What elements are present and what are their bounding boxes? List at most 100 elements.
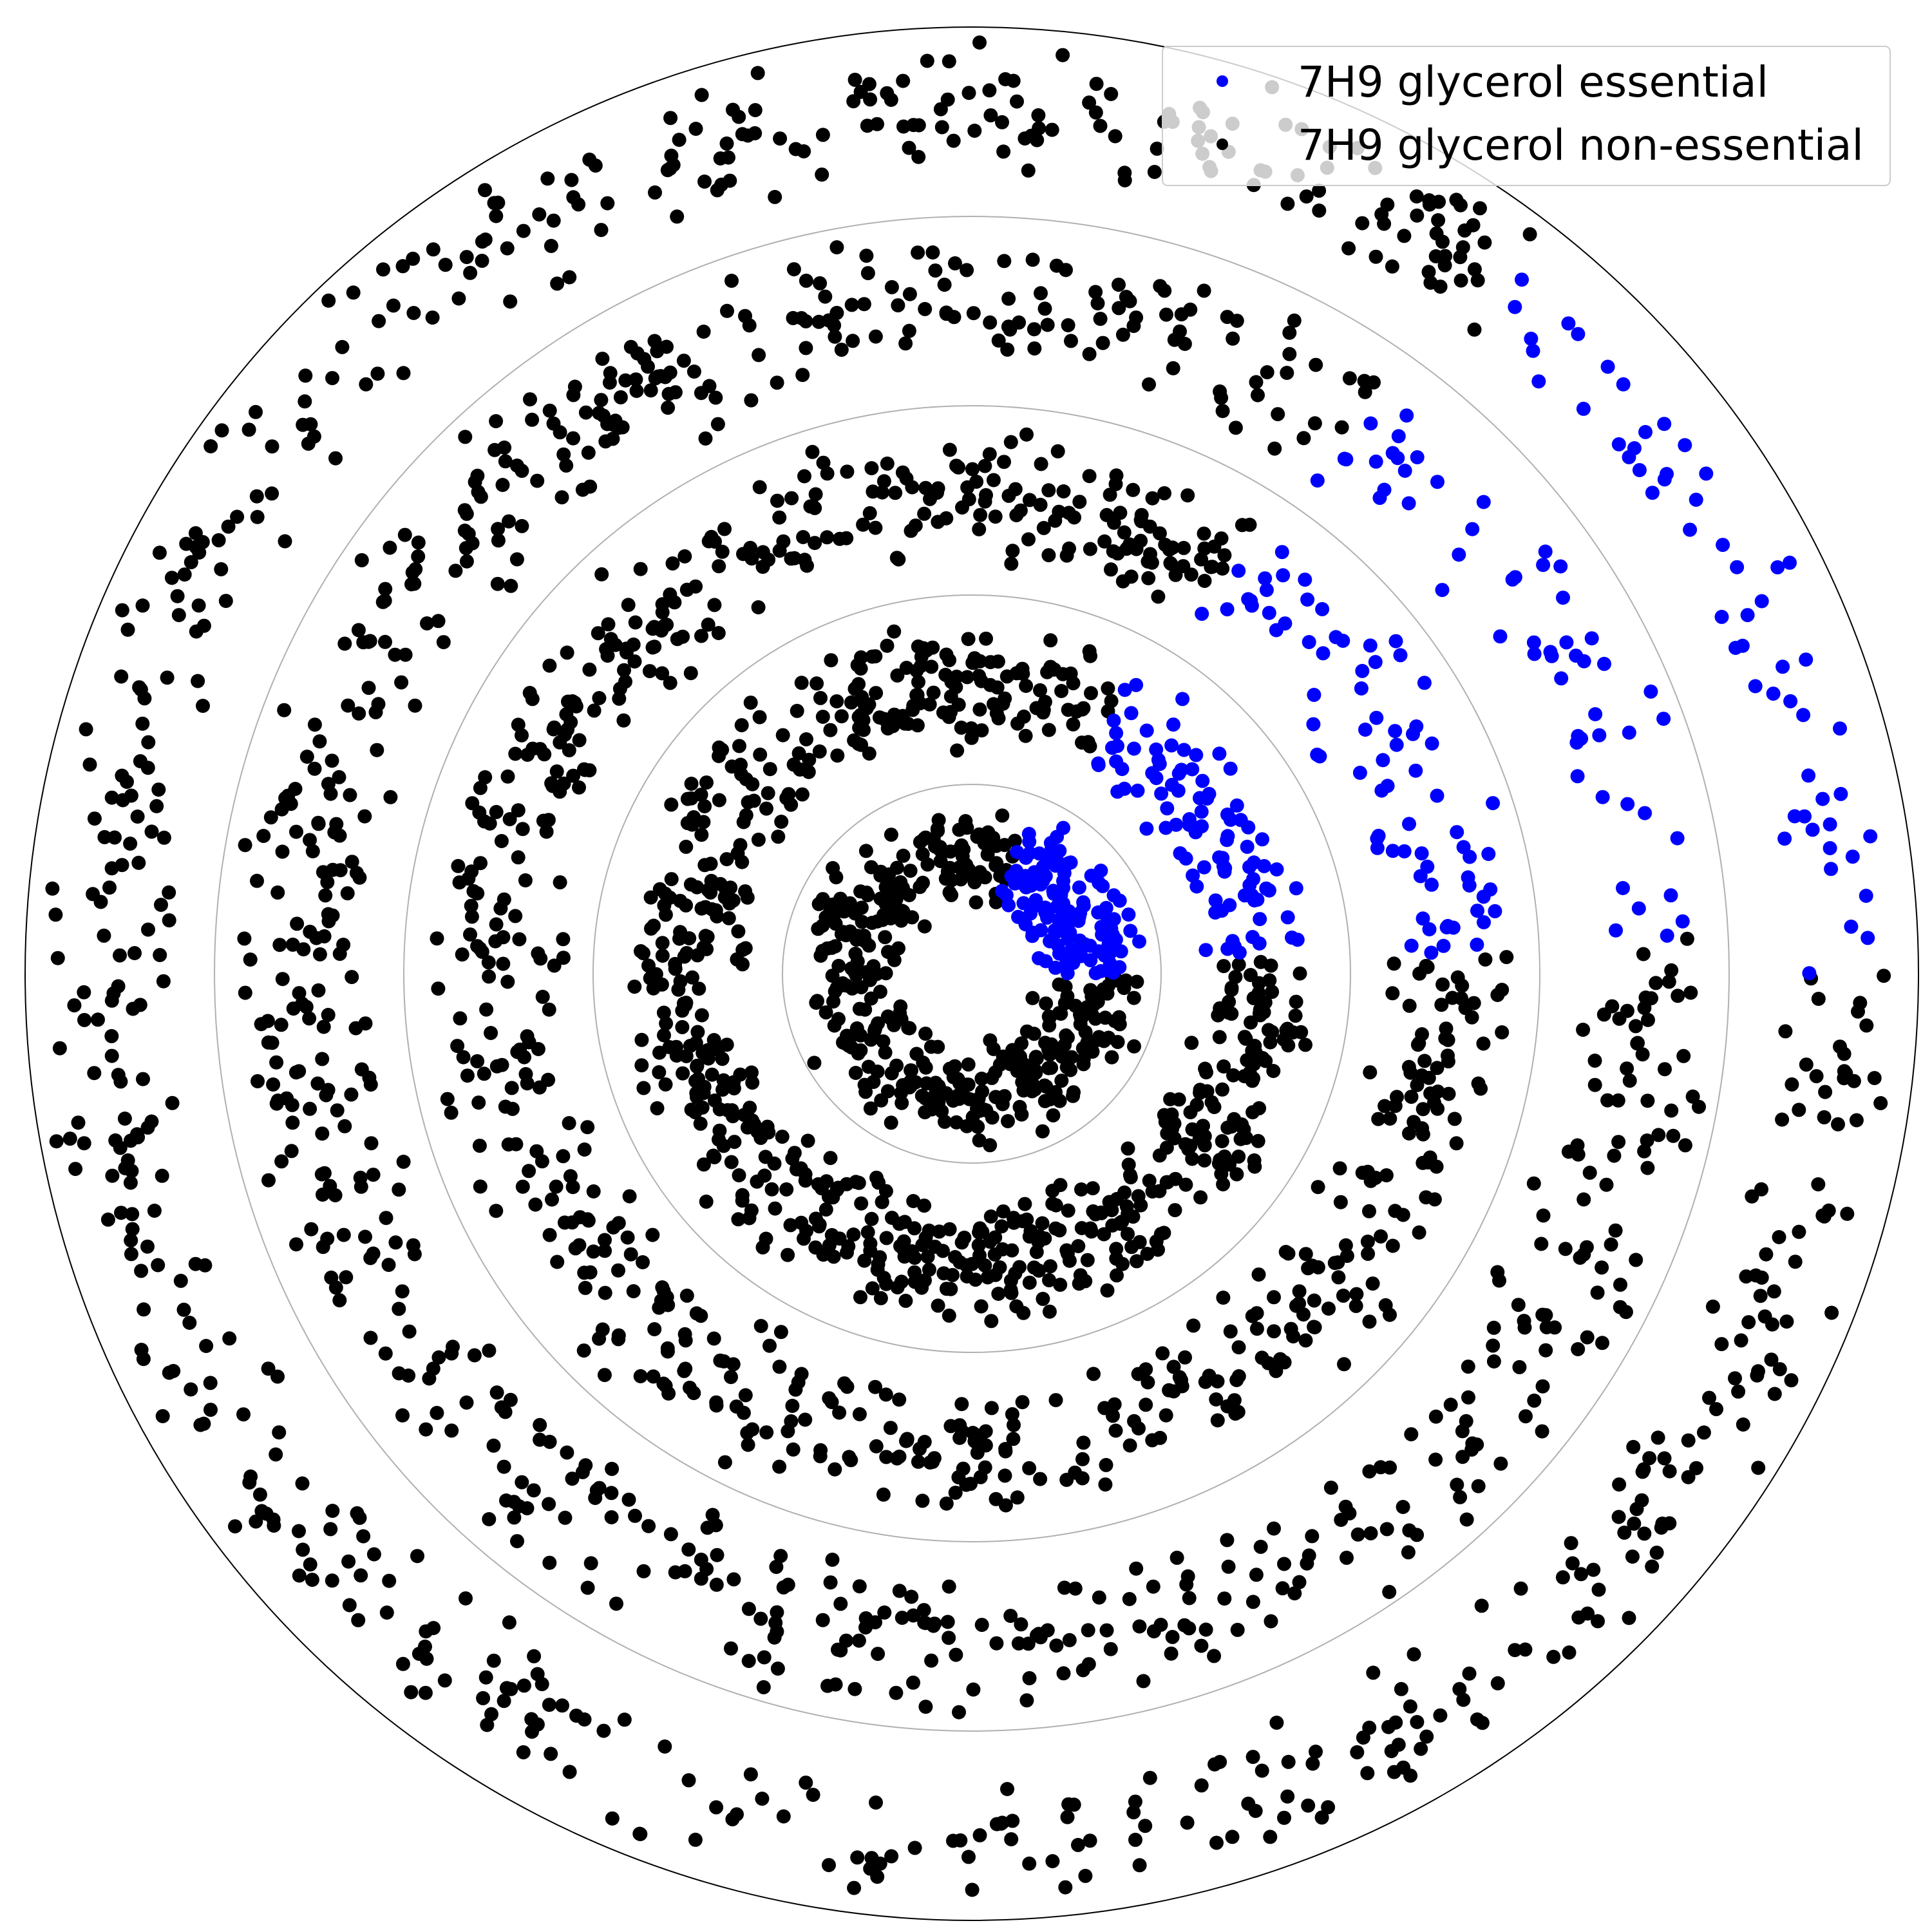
data-point-non-essential [406,1238,421,1253]
polar-grid [214,216,1730,1732]
data-point-essential [1730,560,1745,574]
data-point-non-essential [1261,1023,1276,1037]
data-point-essential [1177,743,1191,757]
data-point-non-essential [230,509,245,524]
data-point-non-essential [1299,189,1314,204]
data-point-non-essential [773,1325,788,1340]
data-point-essential [1259,583,1274,598]
data-point-non-essential [854,1196,869,1211]
data-point-essential [1823,817,1837,832]
data-point-non-essential [520,1029,535,1044]
data-point-non-essential [980,847,995,862]
data-point-non-essential [786,310,800,325]
data-point-non-essential [892,1392,907,1407]
data-point-essential [1391,429,1406,444]
data-point-non-essential [776,1580,791,1595]
data-point-non-essential [1289,1298,1303,1313]
data-point-non-essential [522,686,537,700]
data-point-non-essential [961,1057,976,1072]
data-point-non-essential [171,608,186,623]
data-point-non-essential [1109,468,1124,483]
data-point-non-essential [668,1565,683,1580]
data-point-non-essential [865,916,880,930]
data-point-non-essential [851,1633,866,1648]
data-point-non-essential [100,1212,115,1227]
data-point-essential [1845,849,1860,864]
data-point-non-essential [939,511,954,526]
data-point-non-essential [715,544,730,559]
data-point-non-essential [712,793,726,808]
data-point-non-essential [1452,1681,1467,1696]
data-point-non-essential [1403,1699,1417,1714]
data-point-non-essential [1475,1716,1490,1730]
data-point-non-essential [1282,325,1297,340]
data-point-non-essential [679,1288,694,1303]
data-point-non-essential [1053,1045,1068,1060]
data-point-non-essential [634,1032,649,1047]
data-point-non-essential [1622,1611,1636,1625]
data-point-non-essential [659,618,674,632]
data-point-non-essential [744,393,759,408]
data-point-non-essential [477,1066,491,1081]
data-point-non-essential [1279,1023,1294,1037]
data-point-non-essential [908,518,923,533]
data-point-non-essential [325,371,339,386]
data-point-non-essential [1731,1384,1746,1399]
data-point-non-essential [502,812,517,826]
data-point-non-essential [798,1412,813,1427]
data-point-non-essential [784,491,799,506]
data-point-non-essential [1121,1141,1135,1156]
data-point-non-essential [1464,1442,1479,1457]
data-point-non-essential [962,1092,977,1106]
data-point-non-essential [1555,1570,1570,1585]
data-point-non-essential [459,554,474,569]
data-point-non-essential [1082,346,1097,361]
data-point-non-essential [829,240,844,254]
data-point-non-essential [917,1615,932,1630]
data-point-essential [1217,864,1232,879]
data-point-non-essential [961,862,976,876]
data-point-non-essential [1119,290,1133,304]
data-point-non-essential [768,1616,783,1630]
data-point-non-essential [879,1231,894,1245]
data-point-non-essential [979,488,993,502]
data-point-non-essential [125,1222,140,1236]
data-point-non-essential [684,791,699,806]
data-point-essential [1805,822,1820,837]
data-point-non-essential [1385,1238,1400,1253]
data-point-non-essential [242,1475,257,1490]
data-point-non-essential [1590,1285,1605,1300]
data-point-non-essential [252,1487,267,1502]
data-point-non-essential [556,447,571,462]
data-point-non-essential [140,1239,155,1254]
data-point-non-essential [1447,1112,1462,1126]
data-point-non-essential [1676,1048,1691,1063]
data-point-non-essential [744,1065,759,1080]
data-point-non-essential [775,728,790,743]
data-point-non-essential [408,562,423,576]
data-point-non-essential [1134,507,1149,522]
data-point-non-essential [795,787,810,802]
data-point-non-essential [336,1227,351,1242]
data-point-non-essential [1145,491,1160,506]
data-point-non-essential [1455,1424,1470,1439]
data-point-non-essential [895,1095,909,1110]
data-point-non-essential [249,489,264,504]
data-point-non-essential [963,1477,978,1492]
data-point-essential [1385,844,1400,858]
data-point-non-essential [537,747,552,762]
data-point-non-essential [799,1224,814,1238]
data-point-non-essential [706,1331,721,1346]
data-point-non-essential [406,251,421,266]
data-point-non-essential [722,896,737,911]
data-point-non-essential [498,1099,513,1114]
data-point-non-essential [1456,1692,1471,1707]
data-point-non-essential [1090,994,1105,1009]
data-point-non-essential [1281,1754,1296,1769]
data-point-non-essential [918,1027,933,1041]
data-point-non-essential [978,459,992,473]
data-point-non-essential [1142,377,1156,392]
data-point-non-essential [481,955,496,970]
data-point-non-essential [1423,1086,1438,1101]
data-point-non-essential [68,1162,83,1177]
